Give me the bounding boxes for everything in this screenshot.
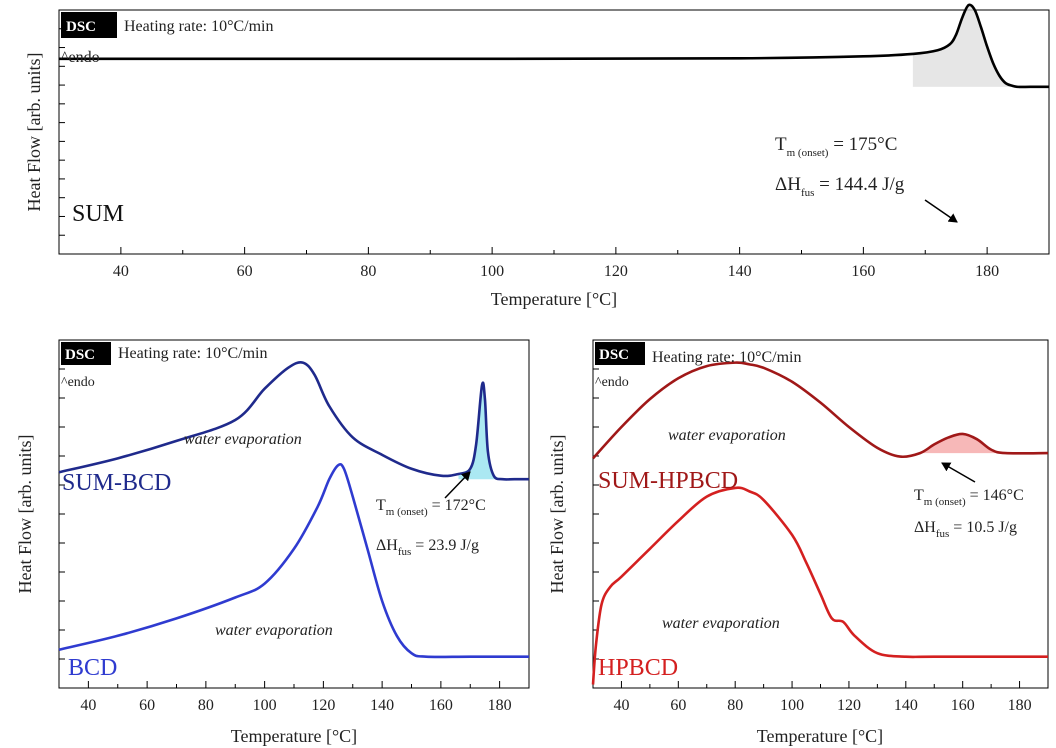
x-tick-label: 60: [139, 697, 155, 714]
x-tick-label: 80: [727, 697, 743, 714]
water-evaporation-label-1: water evaporation: [184, 431, 302, 448]
x-tick-label: 60: [670, 697, 686, 714]
onset-arrow: [924, 199, 958, 223]
water-evaporation-label-1: water evaporation: [668, 427, 786, 444]
dh-fus-annotation: ΔHfus = 10.5 J/g: [914, 519, 1017, 540]
x-tick-label: 40: [113, 263, 129, 280]
endo-label: ^endo: [61, 49, 100, 66]
y-ticks: [59, 368, 65, 660]
dsc-badge: [61, 12, 117, 38]
x-tick-label: 120: [837, 697, 861, 714]
tm-onset-annotation: Tm (onset) = 146°C: [914, 487, 1024, 508]
panel-bottom-left: 40 60 80 100 120 140 160 180 DSC Heating rate: …: [15, 339, 530, 746]
series-label-hpbcd: HPBCD: [598, 655, 678, 681]
series-lines: [59, 3, 1049, 89]
x-tick-label: 100: [480, 263, 504, 280]
x-tick-label: 140: [894, 697, 918, 714]
x-tick-label: 180: [488, 697, 512, 714]
dh-fus-annotation: ΔHfus = 144.4 J/g: [775, 174, 905, 199]
onset-arrow: [444, 471, 471, 499]
series-line-sum-hpbcd: [592, 361, 1049, 460]
series-lines: [591, 361, 1049, 685]
dh-fus-annotation: ΔHfus = 23.9 J/g: [376, 537, 479, 558]
melting-peak-fill: [912, 5, 1049, 87]
series-line-hpbcd: [591, 486, 1048, 685]
series-line-sum: [59, 3, 1049, 89]
x-ticks: 40 60 80 100 120 140 160 180: [592, 681, 1049, 714]
x-tick-label: 140: [370, 697, 394, 714]
endo-label: ^endo: [61, 375, 95, 390]
series-line-sum-bcd: [58, 361, 529, 481]
x-axis-title: Temperature [°C]: [757, 726, 883, 746]
dsc-badge-text: DSC: [599, 347, 629, 363]
water-evaporation-label-2: water evaporation: [662, 615, 780, 632]
x-tick-label: 160: [951, 697, 975, 714]
x-tick-label: 140: [728, 263, 752, 280]
x-tick-label: 60: [237, 263, 253, 280]
heating-rate-label: Heating rate: 10°C/min: [124, 18, 273, 35]
plot-frame: [592, 339, 1049, 689]
x-tick-label: 40: [613, 697, 629, 714]
water-evaporation-label-2: water evaporation: [215, 622, 333, 639]
x-tick-label: 120: [604, 263, 628, 280]
onset-arrow: [941, 462, 976, 483]
melting-peak-fill: [920, 433, 1006, 454]
heating-rate-label: Heating rate: 10°C/min: [118, 345, 267, 362]
x-tick-label: 160: [851, 263, 875, 280]
dsc-badge-text: DSC: [66, 19, 96, 35]
panel-top: 40 60 80 100 120 140 160 180 DSC Heating rate: …: [24, 3, 1050, 309]
plot-frame: [58, 9, 1050, 255]
series-line-bcd: [58, 462, 529, 659]
x-tick-label: 180: [1008, 697, 1032, 714]
dsc-badge: [595, 342, 645, 365]
dsc-badge: [61, 342, 111, 365]
dsc-badge-text: DSC: [65, 347, 95, 363]
y-ticks: [593, 368, 599, 660]
x-tick-label: 160: [429, 697, 453, 714]
series-label-sum-bcd: SUM-BCD: [62, 470, 171, 496]
series-label-bcd: BCD: [68, 655, 117, 681]
x-tick-label: 180: [975, 263, 999, 280]
tm-onset-annotation: Tm (onset) = 172°C: [376, 497, 486, 518]
x-tick-label: 80: [198, 697, 214, 714]
melting-peak-fill: [458, 385, 503, 480]
y-axis-title: Heat Flow [arb. units]: [15, 435, 35, 594]
x-tick-label: 40: [80, 697, 96, 714]
x-axis-title: Temperature [°C]: [491, 289, 617, 309]
series-label-sum: SUM: [72, 201, 124, 227]
x-ticks: 40 60 80 100 120 140 160 180: [58, 247, 1050, 280]
x-tick-label: 100: [780, 697, 804, 714]
series-lines: [58, 361, 529, 659]
heating-rate-label: Heating rate: 10°C/min: [652, 349, 801, 366]
x-ticks: 40 60 80 100 120 140 160 180: [58, 681, 530, 714]
x-tick-label: 80: [360, 263, 376, 280]
x-tick-label: 120: [311, 697, 335, 714]
x-axis-title: Temperature [°C]: [231, 726, 357, 746]
panel-bottom-right: 40 60 80 100 120 140 160 180 DSC Heating rate: …: [547, 339, 1049, 746]
tm-onset-annotation: Tm (onset) = 175°C: [775, 134, 897, 159]
x-tick-label: 100: [253, 697, 277, 714]
series-label-sum-hpbcd: SUM-HPBCD: [598, 468, 738, 494]
y-axis-title: Heat Flow [arb. units]: [24, 53, 44, 212]
endo-label: ^endo: [595, 375, 629, 390]
y-axis-title: Heat Flow [arb. units]: [547, 435, 567, 594]
